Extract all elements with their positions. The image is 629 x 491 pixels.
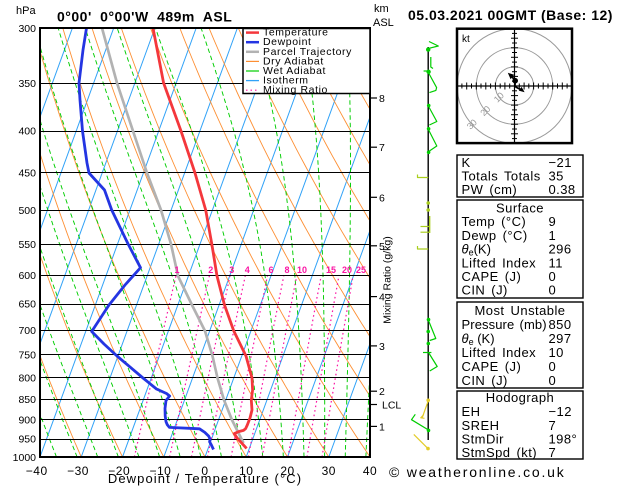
svg-text:Lifted Index: Lifted Index — [462, 255, 537, 270]
svg-text:LCL: LCL — [382, 400, 401, 412]
svg-text:10: 10 — [297, 265, 307, 275]
svg-text:K: K — [462, 155, 471, 170]
svg-text:0.38: 0.38 — [549, 182, 576, 197]
svg-text:StmDir: StmDir — [462, 431, 505, 446]
svg-text:6: 6 — [268, 265, 273, 275]
svg-text:Hodograph: Hodograph — [486, 390, 554, 405]
svg-text:3: 3 — [229, 265, 234, 275]
svg-text:4: 4 — [379, 292, 385, 304]
svg-text:0: 0 — [549, 373, 557, 388]
svg-text:Most Unstable: Most Unstable — [475, 303, 566, 318]
svg-text:400: 400 — [18, 126, 36, 138]
svg-text:9: 9 — [549, 214, 557, 229]
svg-text:4: 4 — [245, 265, 250, 275]
svg-text:Temperature: Temperature — [263, 27, 329, 39]
svg-text:Dewpoint: Dewpoint — [263, 36, 312, 48]
svg-text:500: 500 — [18, 205, 36, 217]
svg-text:Dewp (°C): Dewp (°C) — [462, 228, 528, 243]
svg-text:2: 2 — [208, 265, 213, 275]
svg-text:0: 0 — [201, 464, 208, 478]
svg-text:EH: EH — [462, 404, 481, 419]
svg-text:−10: −10 — [149, 464, 171, 478]
svg-text:3: 3 — [379, 341, 385, 353]
svg-text:600: 600 — [18, 270, 36, 282]
svg-text:800: 800 — [18, 373, 36, 385]
svg-text:198°: 198° — [549, 431, 578, 446]
svg-text:StmSpd (kt): StmSpd (kt) — [462, 445, 538, 460]
svg-text:−20: −20 — [108, 464, 130, 478]
svg-text:Surface: Surface — [496, 201, 544, 216]
svg-text:CAPE (J): CAPE (J) — [462, 269, 522, 284]
svg-text:25: 25 — [356, 265, 366, 275]
svg-text:40: 40 — [363, 464, 377, 478]
svg-text:7: 7 — [549, 418, 557, 433]
svg-text:05.03.2021 00GMT (Base: 12): 05.03.2021 00GMT (Base: 12) — [408, 7, 613, 23]
svg-text:Totals Totals: Totals Totals — [462, 169, 541, 184]
svg-text:Dry Adiabat: Dry Adiabat — [263, 55, 324, 67]
svg-text:hPa: hPa — [16, 5, 36, 17]
svg-text:0°00' 0°00'W 489m ASL: 0°00' 0°00'W 489m ASL — [57, 9, 232, 25]
svg-text:CIN (J): CIN (J) — [462, 283, 508, 298]
svg-text:0: 0 — [549, 269, 557, 284]
svg-text:11: 11 — [549, 255, 563, 270]
svg-text:Mixing Ratio (g/kg): Mixing Ratio (g/kg) — [382, 236, 394, 324]
svg-text:30: 30 — [322, 464, 336, 478]
svg-text:5: 5 — [379, 241, 385, 253]
svg-text:© weatheronline.co.uk: © weatheronline.co.uk — [389, 464, 566, 480]
svg-text:450: 450 — [18, 168, 36, 180]
svg-text:ASL: ASL — [373, 17, 394, 29]
svg-text:850: 850 — [18, 394, 36, 406]
svg-text:10: 10 — [239, 464, 253, 478]
svg-text:kt: kt — [462, 34, 470, 45]
svg-text:θe (K): θe (K) — [462, 331, 495, 347]
svg-text:8: 8 — [379, 93, 385, 105]
svg-text:8: 8 — [284, 265, 289, 275]
svg-text:0: 0 — [549, 359, 557, 374]
svg-text:km: km — [374, 3, 389, 15]
svg-text:Temp (°C): Temp (°C) — [462, 214, 527, 229]
svg-text:Isotherm: Isotherm — [263, 75, 309, 87]
svg-text:15: 15 — [326, 265, 336, 275]
svg-text:20: 20 — [280, 464, 294, 478]
svg-text:35: 35 — [549, 169, 564, 184]
svg-text:350: 350 — [18, 78, 36, 90]
svg-text:Wet Adiabat: Wet Adiabat — [263, 65, 326, 77]
svg-text:−40: −40 — [26, 464, 48, 478]
svg-text:−12: −12 — [549, 404, 572, 419]
svg-text:7: 7 — [549, 445, 557, 460]
svg-text:6: 6 — [379, 192, 385, 204]
svg-text:10: 10 — [549, 345, 564, 360]
svg-text:1: 1 — [379, 421, 385, 433]
svg-text:950: 950 — [18, 434, 36, 446]
svg-text:SREH: SREH — [462, 418, 500, 433]
svg-text:Lifted Index: Lifted Index — [462, 345, 537, 360]
svg-text:Pressure (mb): Pressure (mb) — [462, 317, 547, 332]
svg-text:θe(K): θe(K) — [462, 242, 491, 258]
svg-text:1: 1 — [174, 265, 179, 275]
svg-text:1000: 1000 — [13, 452, 37, 464]
svg-text:Parcel Trajectory: Parcel Trajectory — [263, 46, 352, 58]
svg-text:1: 1 — [549, 228, 557, 243]
svg-text:700: 700 — [18, 325, 36, 337]
svg-text:300: 300 — [18, 23, 36, 35]
svg-text:Mixing Ratio: Mixing Ratio — [263, 84, 328, 96]
svg-text:7: 7 — [379, 142, 385, 154]
svg-text:0: 0 — [549, 283, 557, 298]
svg-text:900: 900 — [18, 415, 36, 427]
svg-text:−21: −21 — [549, 155, 572, 170]
svg-text:2: 2 — [379, 386, 385, 398]
svg-text:Dewpoint / Temperature (°C): Dewpoint / Temperature (°C) — [108, 471, 302, 486]
svg-text:850: 850 — [549, 317, 572, 332]
svg-text:550: 550 — [18, 239, 36, 251]
svg-text:750: 750 — [18, 350, 36, 362]
svg-text:−30: −30 — [67, 464, 89, 478]
svg-text:PW (cm): PW (cm) — [462, 182, 518, 197]
svg-text:CIN (J): CIN (J) — [462, 373, 508, 388]
svg-text:297: 297 — [549, 331, 572, 346]
svg-text:650: 650 — [18, 299, 36, 311]
svg-text:CAPE (J): CAPE (J) — [462, 359, 522, 374]
svg-text:296: 296 — [549, 242, 572, 257]
svg-text:20: 20 — [342, 265, 352, 275]
